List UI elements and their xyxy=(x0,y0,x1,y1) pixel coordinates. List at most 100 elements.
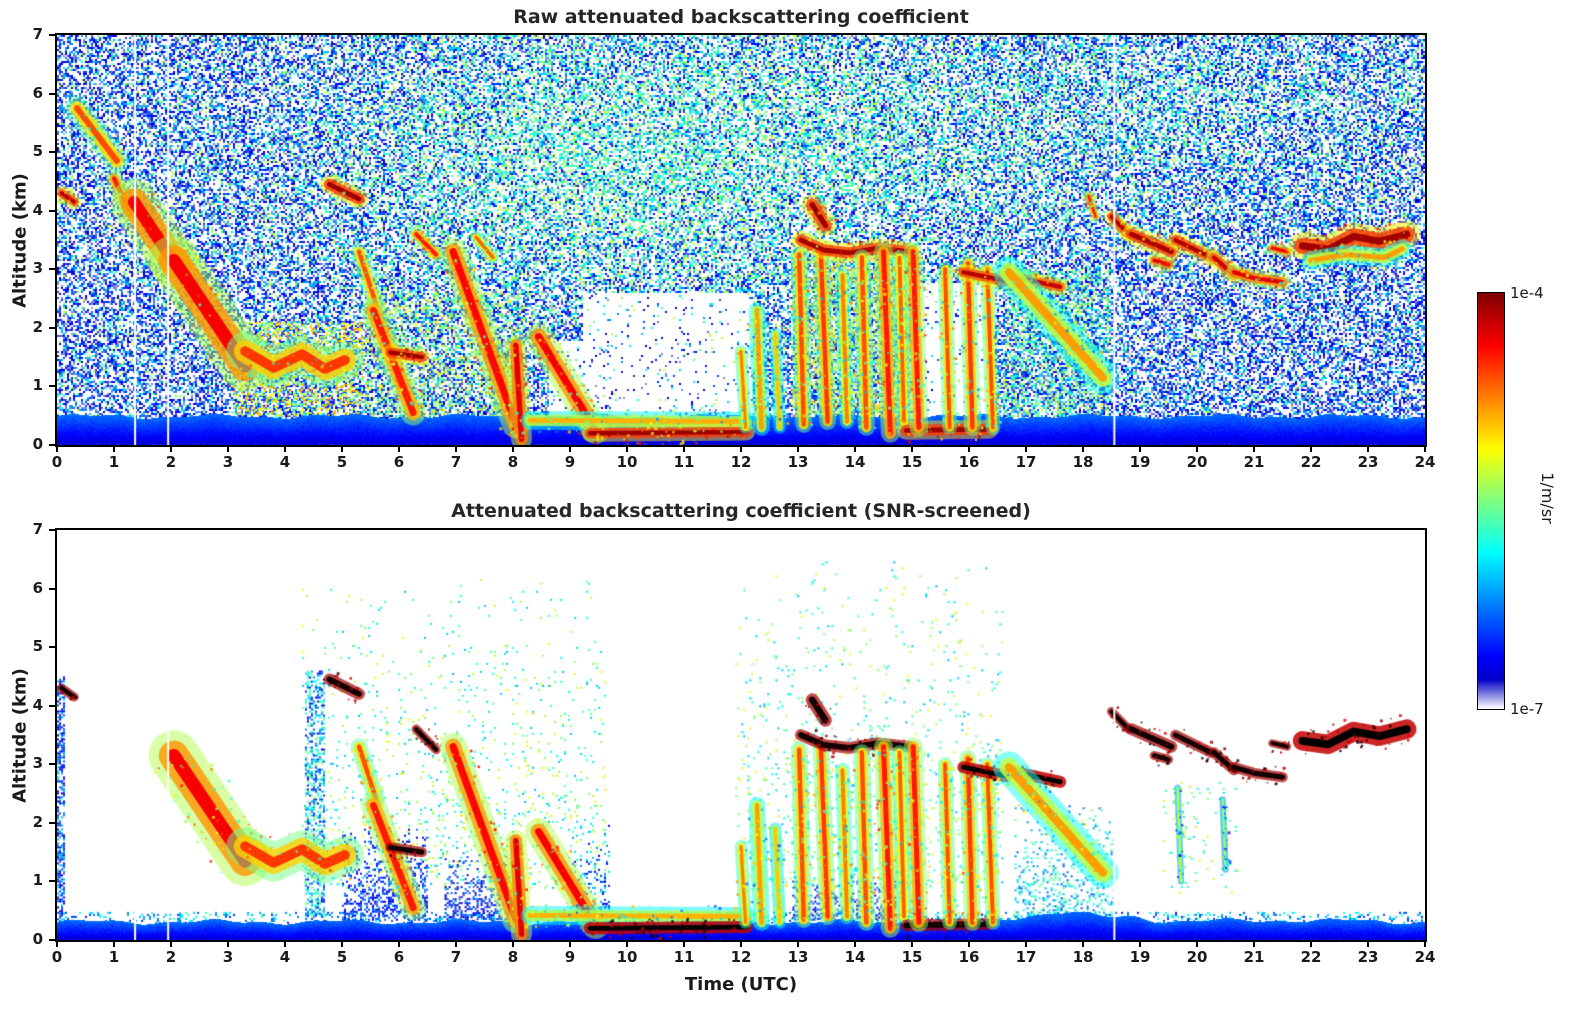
x-tick-label: 12 xyxy=(730,453,752,471)
x-tick-label: 13 xyxy=(787,453,809,471)
panel-screened-plot xyxy=(55,528,1427,942)
x-tick-mark xyxy=(911,942,913,947)
x-tick-mark xyxy=(341,942,343,947)
x-tick-mark xyxy=(797,447,799,452)
x-tick-label: 17 xyxy=(1015,453,1037,471)
x-tick-mark xyxy=(626,942,628,947)
x-tick-label: 0 xyxy=(51,453,63,471)
x-tick-mark xyxy=(1025,942,1027,947)
raw-heatmap-canvas xyxy=(57,35,1425,445)
x-tick-label: 14 xyxy=(844,453,866,471)
y-tick-mark xyxy=(49,763,55,766)
x-tick-label: 22 xyxy=(1300,948,1322,966)
x-tick-mark xyxy=(683,447,685,452)
x-tick-mark xyxy=(455,447,457,452)
x-tick-label: 18 xyxy=(1072,948,1094,966)
x-tick-label: 5 xyxy=(336,948,348,966)
y-tick-label: 4 xyxy=(32,200,43,219)
x-tick-label: 0 xyxy=(51,948,63,966)
x-tick-label: 24 xyxy=(1414,948,1436,966)
x-tick-mark xyxy=(227,942,229,947)
x-tick-mark xyxy=(113,942,115,947)
x-tick-label: 23 xyxy=(1357,948,1379,966)
y-tick-mark xyxy=(49,587,55,590)
y-tick-label: 3 xyxy=(32,259,43,278)
x-tick-label: 8 xyxy=(507,453,519,471)
x-tick-mark xyxy=(113,447,115,452)
x-tick-label: 23 xyxy=(1357,453,1379,471)
x-tick-mark xyxy=(1139,447,1141,452)
x-tick-label: 12 xyxy=(730,948,752,966)
x-tick-mark xyxy=(1424,447,1426,452)
x-tick-label: 24 xyxy=(1414,453,1436,471)
y-tick-label: 5 xyxy=(32,637,43,656)
x-tick-label: 7 xyxy=(450,453,462,471)
y-tick-mark xyxy=(49,326,55,329)
x-tick-mark xyxy=(569,447,571,452)
x-tick-mark xyxy=(1367,942,1369,947)
x-tick-mark xyxy=(1196,942,1198,947)
y-tick-mark xyxy=(49,151,55,154)
x-tick-label: 10 xyxy=(616,948,638,966)
screened-heatmap-canvas xyxy=(57,530,1425,940)
x-tick-label: 9 xyxy=(564,453,576,471)
x-tick-mark xyxy=(341,447,343,452)
x-tick-label: 3 xyxy=(222,948,234,966)
x-tick-label: 4 xyxy=(279,453,291,471)
x-tick-label: 16 xyxy=(958,453,980,471)
x-tick-mark xyxy=(968,942,970,947)
x-tick-label: 17 xyxy=(1015,948,1037,966)
x-tick-mark xyxy=(740,942,742,947)
y-axis-label-screened: Altitude (km) xyxy=(9,668,31,803)
y-tick-label: 1 xyxy=(32,871,43,890)
x-axis-label: Time (UTC) xyxy=(684,974,798,995)
y-tick-mark xyxy=(49,34,55,36)
x-tick-label: 3 xyxy=(222,453,234,471)
y-tick-label: 3 xyxy=(32,754,43,773)
x-tick-mark xyxy=(797,942,799,947)
y-tick-mark xyxy=(49,646,55,649)
x-tick-mark xyxy=(1025,447,1027,452)
x-tick-label: 16 xyxy=(958,948,980,966)
x-tick-label: 7 xyxy=(450,948,462,966)
x-tick-mark xyxy=(56,942,58,947)
panel-raw-title: Raw attenuated backscattering coefficien… xyxy=(513,6,969,28)
y-tick-mark xyxy=(49,444,55,446)
colorbar-min-label: 1e-7 xyxy=(1510,700,1544,718)
x-tick-label: 21 xyxy=(1243,453,1265,471)
x-tick-label: 6 xyxy=(393,453,405,471)
x-tick-label: 1 xyxy=(108,453,120,471)
x-tick-mark xyxy=(455,942,457,947)
y-axis-label-raw: Altitude (km) xyxy=(9,173,31,308)
x-tick-mark xyxy=(854,447,856,452)
x-tick-mark xyxy=(1196,447,1198,452)
x-tick-mark xyxy=(284,447,286,452)
x-tick-mark xyxy=(512,447,514,452)
x-tick-mark xyxy=(1310,447,1312,452)
x-tick-mark xyxy=(1082,942,1084,947)
colorbar xyxy=(1477,292,1505,710)
x-tick-mark xyxy=(911,447,913,452)
y-tick-mark xyxy=(49,821,55,824)
x-tick-mark xyxy=(1082,447,1084,452)
x-tick-mark xyxy=(56,447,58,452)
x-tick-label: 14 xyxy=(844,948,866,966)
x-tick-label: 13 xyxy=(787,948,809,966)
x-tick-label: 19 xyxy=(1129,948,1151,966)
x-tick-label: 19 xyxy=(1129,453,1151,471)
x-tick-mark xyxy=(968,447,970,452)
x-tick-label: 15 xyxy=(901,453,923,471)
y-tick-mark xyxy=(49,92,55,95)
y-tick-label: 7 xyxy=(32,520,43,538)
x-tick-mark xyxy=(284,942,286,947)
y-tick-mark xyxy=(49,209,55,212)
x-tick-label: 6 xyxy=(393,948,405,966)
x-tick-label: 2 xyxy=(165,453,177,471)
panel-screened-title: Attenuated backscattering coefficient (S… xyxy=(451,500,1031,522)
x-tick-label: 22 xyxy=(1300,453,1322,471)
y-tick-label: 2 xyxy=(32,812,43,831)
y-tick-mark xyxy=(49,385,55,388)
x-tick-label: 18 xyxy=(1072,453,1094,471)
x-tick-label: 10 xyxy=(616,453,638,471)
